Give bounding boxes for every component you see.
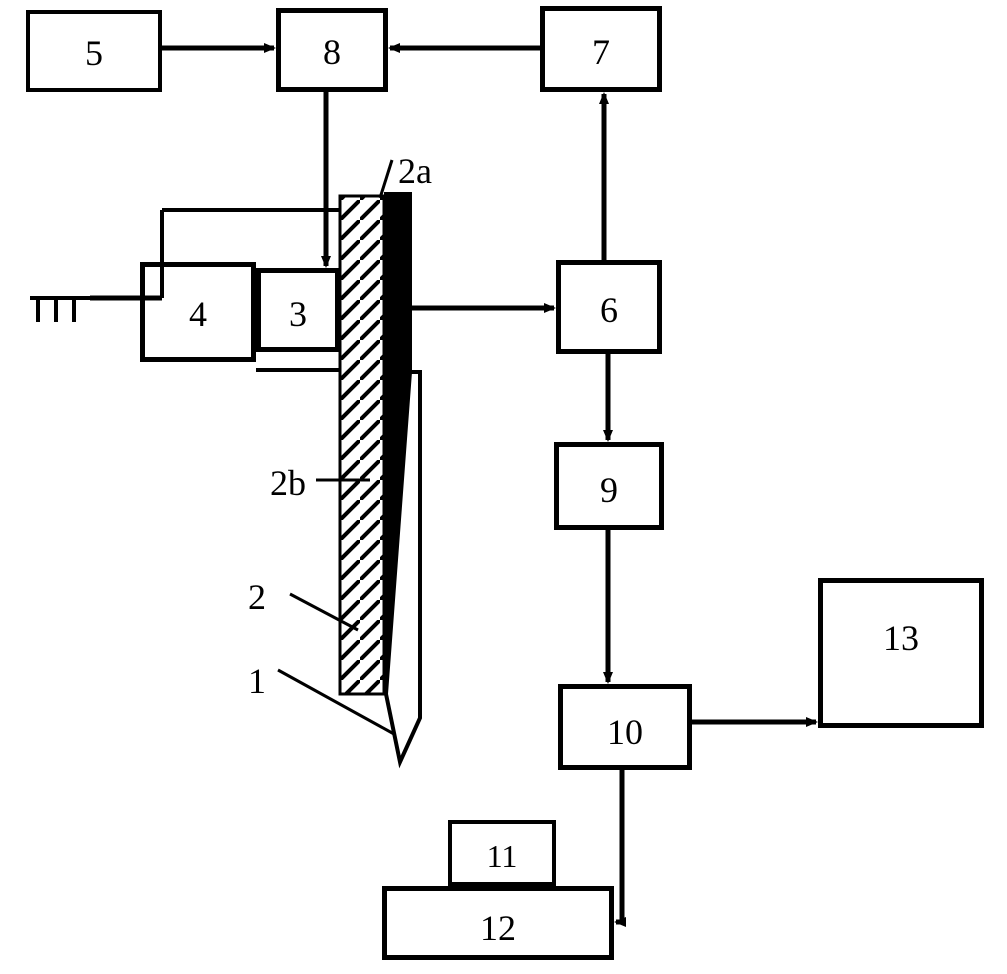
callout-2: [290, 594, 358, 630]
node-7-label: 7: [545, 31, 657, 73]
node-3-label: 3: [261, 293, 335, 335]
node-11: 11: [448, 820, 556, 886]
node-8-label: 8: [281, 31, 383, 73]
node-13-label: 13: [823, 617, 979, 659]
node-5-label: 5: [30, 32, 158, 74]
node-12: 12: [382, 886, 614, 960]
node-9: 9: [554, 442, 664, 530]
node-4-label: 4: [145, 293, 251, 335]
label-2a: 2a: [398, 150, 432, 192]
solid-bar-2b: [384, 192, 412, 694]
label-1: 1: [248, 660, 266, 702]
arrow-10-12: [616, 770, 622, 922]
node-8: 8: [276, 8, 388, 92]
node-12-label: 12: [387, 907, 609, 949]
node-3: 3: [256, 268, 340, 352]
callout-2a: [380, 160, 392, 198]
label-2: 2: [248, 576, 266, 618]
node-6-label: 6: [561, 289, 657, 331]
node-10: 10: [558, 684, 692, 770]
callout-1: [278, 670, 394, 734]
node-11-label: 11: [452, 838, 552, 875]
node-13: 13: [818, 578, 984, 728]
node-6: 6: [556, 260, 662, 354]
node-7: 7: [540, 6, 662, 92]
node-5: 5: [26, 10, 162, 92]
label-2b: 2b: [270, 462, 306, 504]
probe-tip-1: [386, 372, 420, 762]
node-4: 4: [140, 262, 256, 362]
node-10-label: 10: [563, 711, 687, 753]
hatched-bar-2: [340, 196, 384, 694]
node-9-label: 9: [559, 469, 659, 511]
